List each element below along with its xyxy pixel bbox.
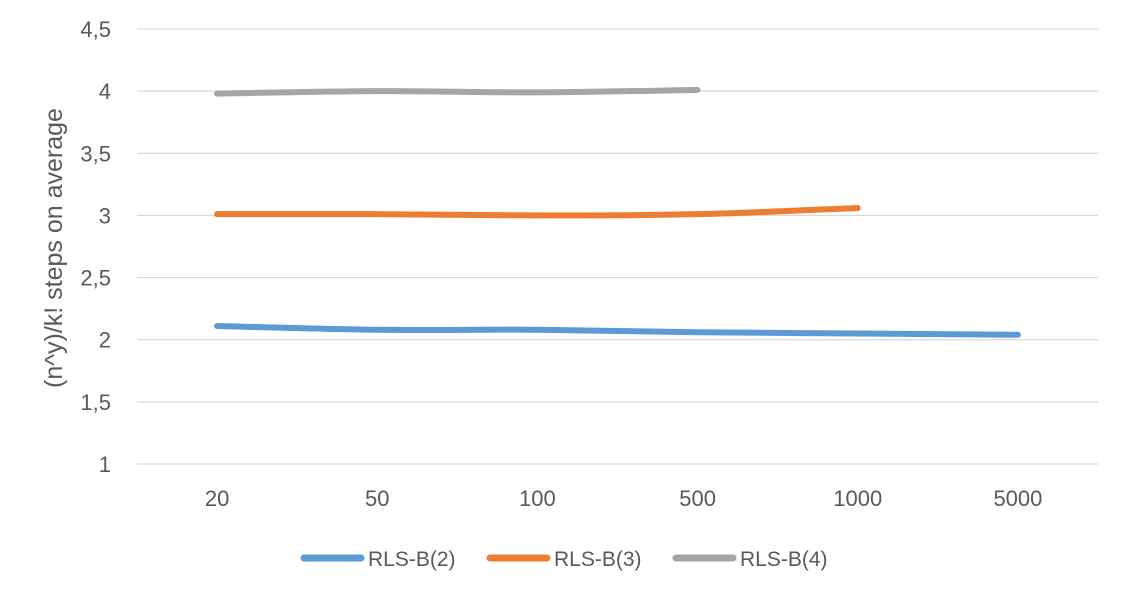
series-lines [214, 86, 1021, 338]
x-tick-label: 50 [365, 486, 389, 511]
x-tick-labels: 20 50 100 500 1000 5000 [205, 486, 1043, 511]
x-tick-label: 500 [679, 486, 716, 511]
x-tick-label: 100 [519, 486, 556, 511]
series-line-1 [214, 323, 1021, 338]
legend-label: RLS-B(4) [740, 548, 828, 571]
legend-label: RLS-B(3) [554, 548, 642, 571]
y-tick-label: 4,5 [80, 17, 111, 42]
legend: RLS-B(2) RLS-B(3) RLS-B(4) [300, 548, 828, 571]
series-line-2 [214, 204, 861, 219]
y-tick-label: 2 [99, 328, 111, 353]
y-tick-labels: 1 1,5 2 2,5 3 3,5 4 4,5 [80, 17, 111, 477]
y-tick-label: 3 [99, 203, 111, 228]
y-tick-label: 4 [99, 79, 111, 104]
y-tick-label: 1,5 [80, 390, 111, 415]
x-tick-label: 1000 [833, 486, 882, 511]
legend-label: RLS-B(2) [368, 548, 456, 571]
series-line-3 [214, 86, 701, 97]
y-tick-label: 2,5 [80, 266, 111, 291]
x-tick-label: 20 [205, 486, 229, 511]
x-tick-label: 5000 [993, 486, 1042, 511]
y-axis-label: (n^y)/k! steps on average [40, 108, 68, 388]
y-tick-label: 1 [99, 452, 111, 477]
y-tick-label: 3,5 [80, 141, 111, 166]
